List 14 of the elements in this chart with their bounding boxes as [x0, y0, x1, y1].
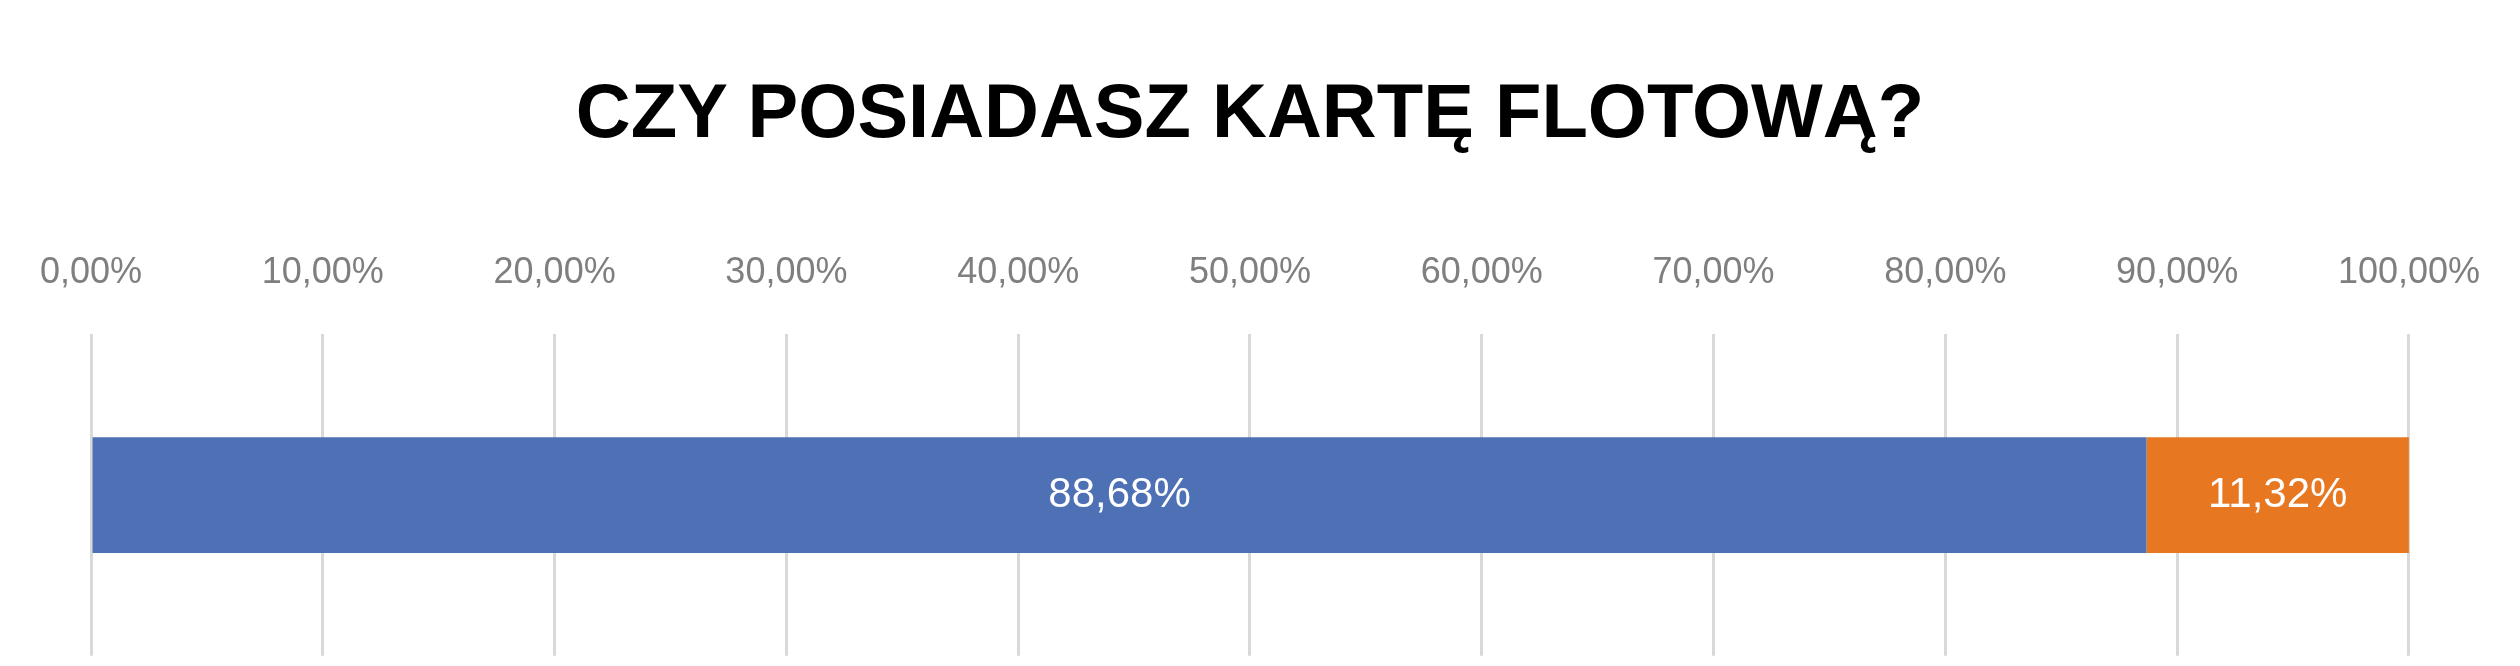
x-tick-label: 80,00% [1884, 249, 2007, 291]
x-tick-label: 90,00% [2116, 249, 2239, 291]
x-tick-label: 40,00% [957, 249, 1080, 291]
data-label: 11,32% [2208, 468, 2348, 516]
x-tick-label: 50,00% [1188, 249, 1312, 291]
x-tick-label: 20,00% [493, 249, 616, 291]
x-tick-label: 60,00% [1420, 249, 1543, 291]
x-tick-label: 70,00% [1652, 249, 1775, 291]
data-label: 88,68% [1048, 468, 1191, 516]
x-tick-label: 30,00% [725, 249, 848, 291]
chart-title: CZY POSIADASZ KARTĘ FLOTOWĄ? [575, 67, 1925, 153]
x-tick-label: 0,00% [40, 249, 143, 291]
x-tick-label: 100,00% [2337, 249, 2480, 291]
x-tick-label: 10,00% [261, 249, 384, 291]
